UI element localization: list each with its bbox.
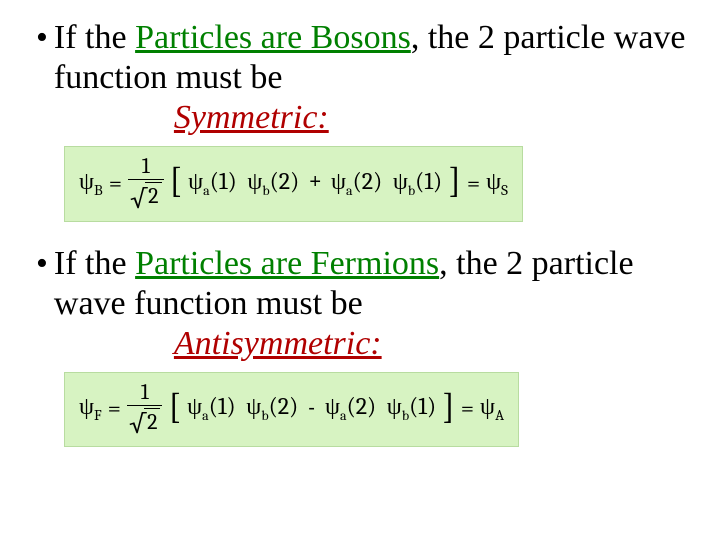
text-pre: If the — [54, 19, 135, 56]
minus-icon: - — [304, 397, 319, 420]
text-pre: If the — [54, 245, 135, 282]
psi: ψ — [247, 167, 262, 195]
arg: (2) — [270, 167, 300, 195]
sqrt-arg: 2 — [145, 182, 161, 209]
frac-num: 1 — [139, 381, 151, 405]
emph-fermions: Particles are Fermions — [135, 245, 439, 282]
sub: b — [261, 407, 268, 424]
equals-icon: = — [108, 394, 121, 422]
psi: ψ — [79, 167, 94, 195]
sub: S — [501, 181, 508, 199]
label-antisymmetric: Antisymmetric: — [174, 324, 382, 364]
right-bracket-icon: ] — [448, 167, 461, 196]
sqrt-arg: 2 — [144, 408, 160, 435]
equation-symmetric-wrap: ψB = 1 √2 [ ψa(1) ψb(2) + — [64, 146, 690, 222]
sub: a — [203, 182, 210, 199]
arg: (1) — [409, 392, 436, 420]
psi: ψ — [246, 392, 261, 420]
eq2-rhs: ψA — [480, 392, 504, 424]
psi: ψ — [187, 392, 202, 420]
equation-symmetric: ψB = 1 √2 [ ψa(1) ψb(2) + — [79, 155, 508, 211]
psi: ψ — [393, 167, 408, 195]
arg: (2) — [347, 392, 377, 420]
equation-symmetric-box: ψB = 1 √2 [ ψa(1) ψb(2) + — [64, 146, 523, 222]
sub: b — [262, 182, 269, 199]
sub: F — [94, 406, 102, 424]
emph-bosons: Particles are Bosons — [135, 19, 411, 56]
left-bracket-icon: [ — [168, 393, 181, 422]
sub: a — [202, 407, 209, 424]
eq1-lhs: ψB — [79, 167, 103, 199]
equation-antisymmetric: ψF = 1 √2 [ ψa(1) ψb(2) - — [79, 381, 504, 437]
arg: (2) — [353, 167, 383, 195]
eq1-term1: ψa(1) ψb(2) — [188, 167, 299, 199]
arg: (2) — [269, 392, 299, 420]
psi: ψ — [387, 392, 402, 420]
equals-icon: = — [467, 169, 480, 197]
eq1-rhs: ψS — [486, 167, 508, 199]
psi: ψ — [188, 167, 203, 195]
frac-den: √2 — [128, 179, 163, 211]
sqrt-icon: √2 — [129, 408, 160, 435]
eq2-lhs: ψF — [79, 392, 102, 424]
bullet-fermions-text: If the Particles are Fermions, the 2 par… — [54, 244, 690, 364]
sub: a — [340, 407, 347, 424]
label-symmetric: Symmetric: — [174, 98, 329, 138]
bullet-bosons: • If the Particles are Bosons, the 2 par… — [30, 18, 690, 138]
equals-icon: = — [461, 394, 474, 422]
frac-num: 1 — [140, 155, 152, 179]
psi: ψ — [486, 167, 501, 195]
frac-den: √2 — [127, 405, 162, 437]
sub: a — [346, 182, 353, 199]
eq2-term1: ψa(1) ψb(2) — [187, 392, 298, 424]
slide-content: • If the Particles are Bosons, the 2 par… — [0, 0, 720, 447]
bullet-bosons-text: If the Particles are Bosons, the 2 parti… — [54, 18, 690, 138]
psi: ψ — [331, 167, 346, 195]
arg: (1) — [415, 167, 442, 195]
psi: ψ — [480, 392, 495, 420]
sqrt-icon: √2 — [130, 182, 161, 209]
left-bracket-icon: [ — [170, 167, 183, 196]
psi: ψ — [325, 392, 340, 420]
eq2-term2: ψa(2) ψb(1) — [325, 392, 436, 424]
psi: ψ — [79, 392, 94, 420]
right-bracket-icon: ] — [442, 393, 455, 422]
bullet-fermions: • If the Particles are Fermions, the 2 p… — [30, 244, 690, 364]
equation-antisymmetric-box: ψF = 1 √2 [ ψa(1) ψb(2) - — [64, 372, 519, 448]
equals-icon: = — [109, 169, 122, 197]
bullet-dot-icon: • — [30, 244, 54, 284]
equation-antisymmetric-wrap: ψF = 1 √2 [ ψa(1) ψb(2) - — [64, 372, 690, 448]
eq1-frac: 1 √2 — [128, 155, 163, 211]
plus-icon: + — [305, 171, 325, 194]
arg: (1) — [210, 167, 237, 195]
eq1-term2: ψa(2) ψb(1) — [331, 167, 442, 199]
arg: (1) — [209, 392, 236, 420]
sub: A — [495, 406, 504, 424]
bullet-dot-icon: • — [30, 18, 54, 58]
eq2-frac: 1 √2 — [127, 381, 162, 437]
sub: B — [94, 181, 103, 199]
